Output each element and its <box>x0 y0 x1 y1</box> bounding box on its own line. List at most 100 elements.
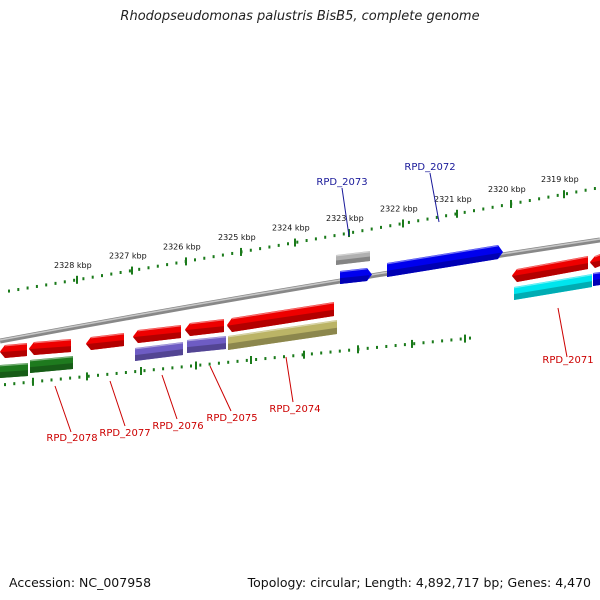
ruler-dot <box>593 187 596 191</box>
ruler-major-tick-lower <box>357 345 359 354</box>
ruler-dot-lower <box>366 346 369 350</box>
ruler-dot-lower <box>450 338 453 342</box>
gene-arrow <box>227 320 338 350</box>
ruler-major-tick <box>76 275 78 284</box>
gene-arrow <box>592 272 600 286</box>
ruler-dot-lower <box>115 371 118 375</box>
genome-backbone-highlight <box>0 238 600 341</box>
ruler-dot <box>398 222 401 226</box>
ruler-tick-label: 2320 kbp <box>488 185 526 194</box>
gene-arrow <box>513 274 593 300</box>
gene-label: RPD_2073 <box>316 177 367 188</box>
ruler-major-tick <box>510 199 512 208</box>
ruler-major-tick <box>294 238 296 247</box>
ruler-dot <box>166 263 169 267</box>
ruler-major-tick-lower <box>303 350 305 359</box>
gene-label: RPD_2075 <box>206 413 257 424</box>
ruler-dot-lower <box>236 359 239 363</box>
ruler-dot <box>268 245 271 249</box>
ruler-dot <box>426 217 429 221</box>
ruler-tick-label: 2324 kbp <box>272 224 310 233</box>
accession-text: Accession: NC_007958 <box>9 575 152 590</box>
ruler-major-tick <box>240 247 242 256</box>
gene-arrow <box>29 339 72 355</box>
ruler-tick-label: 2321 kbp <box>434 195 472 204</box>
ruler-dot <box>203 256 206 260</box>
gene-label-leader <box>54 385 72 433</box>
ruler-dot-lower <box>348 348 351 352</box>
ruler-dot <box>445 214 448 218</box>
ruler-dot-lower <box>162 367 165 371</box>
ruler-major-tick <box>402 219 404 228</box>
gene-label-leader <box>285 356 294 403</box>
gene-labels: RPD_2073 RPD_2072 RPD_2071 RPD_2074 RPD_2075… <box>46 162 593 444</box>
gene-arrow <box>335 251 371 265</box>
ruler-dot-lower <box>22 381 25 385</box>
gene-arrow <box>185 319 225 336</box>
ruler-dot-lower <box>190 364 192 368</box>
gene-arrow <box>227 302 335 332</box>
ruler-dot-lower <box>199 363 202 367</box>
ruler-tick-label: 2328 kbp <box>54 261 92 270</box>
ruler-dot <box>473 209 475 213</box>
gene-label: RPD_2071 <box>542 355 593 366</box>
gene-label-leader <box>209 365 232 412</box>
ruler-dot <box>17 288 20 292</box>
ruler-dot <box>82 277 85 281</box>
ruler-dot <box>91 275 94 279</box>
ruler-dot <box>221 253 224 257</box>
gene-track <box>0 245 600 378</box>
ruler-dot <box>389 224 392 228</box>
ruler-dot-lower <box>301 353 304 357</box>
ruler-dot-lower <box>273 356 276 360</box>
ruler-dot <box>231 251 234 255</box>
ruler-major-tick-lower <box>86 372 88 381</box>
ruler-dot <box>454 212 457 216</box>
gene-label: RPD_2076 <box>152 421 203 432</box>
ruler-major-tick-lower <box>140 367 142 375</box>
ruler-dot <box>463 210 466 214</box>
ruler-dot <box>361 229 364 233</box>
ruler-major-tick-lower <box>32 377 34 386</box>
ruler-dot-lower <box>459 337 462 341</box>
ruler-dot <box>435 215 438 219</box>
gene-arrow <box>339 268 372 284</box>
ruler-dot <box>277 243 280 247</box>
ruler-dot-lower <box>4 383 6 387</box>
ruler-dot <box>110 272 113 276</box>
gene-label: RPD_2078 <box>46 433 97 444</box>
ruler-dot <box>175 261 178 265</box>
ruler-dot <box>482 207 485 211</box>
ruler-dot-lower <box>283 355 285 359</box>
gene-label: RPD_2074 <box>269 404 320 415</box>
ruler-dot-lower <box>217 361 220 365</box>
gene-arrow <box>0 363 29 378</box>
ruler-dot <box>407 220 410 224</box>
gene-label: RPD_2077 <box>99 428 150 439</box>
ruler-major-tick-lower <box>195 361 197 370</box>
gene-arrow <box>134 342 184 361</box>
ruler-dot <box>119 270 122 274</box>
gene-label-leader <box>557 307 568 358</box>
ruler-dot-lower <box>413 342 416 346</box>
gene-arrow <box>590 254 600 268</box>
ruler-dot <box>8 289 10 293</box>
ruler-dot <box>556 193 559 197</box>
ruler-dot-lower <box>431 340 434 344</box>
ruler-dot <box>352 230 355 234</box>
ruler-dot <box>287 242 289 246</box>
gene-arrow <box>86 333 125 350</box>
ruler-dot <box>575 190 578 194</box>
ruler-dot-lower <box>403 343 406 347</box>
ruler-dot <box>314 237 317 241</box>
ruler-dot-lower <box>134 370 137 374</box>
ruler-major-tick <box>563 190 565 199</box>
ruler-dot <box>491 205 494 209</box>
ruler-dot <box>538 197 541 201</box>
ruler-dot <box>63 280 66 284</box>
ruler-dot-lower <box>394 344 397 348</box>
ruler-dot-lower <box>264 357 267 361</box>
ruler-dot-lower <box>97 373 99 377</box>
ruler-major-tick <box>185 257 187 266</box>
